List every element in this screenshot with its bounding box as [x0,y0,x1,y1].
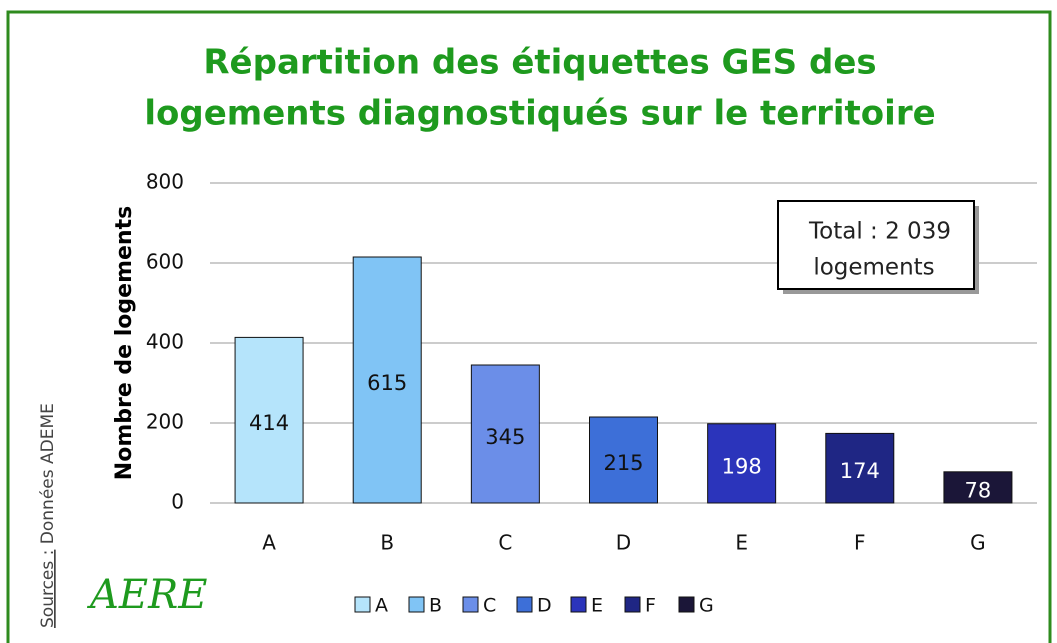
legend-swatch [624,596,641,613]
bar [707,423,777,504]
chart-title: Répartition des étiquettes GES des [203,43,876,83]
x-tick-label: A [262,531,276,555]
annotation-text: logements [813,255,934,281]
y-tick-label: 800 [146,170,184,194]
legend-label: A [375,595,388,617]
legend-swatch [570,596,587,613]
x-tick-label: G [970,531,986,555]
x-tick-label: F [854,531,866,555]
y-axis-label: Nombre de logements [112,206,137,480]
annotation: Total : 2 039 logements [777,200,979,294]
bar [589,416,658,504]
data-label: 215 [603,451,643,475]
x-tick-label: C [498,531,512,555]
legend-label: F [645,595,656,617]
data-label: 78 [965,478,992,502]
data-label: 174 [840,459,880,483]
bar [825,432,895,504]
legend-swatch [408,596,425,613]
source-label: Sources : [38,550,58,628]
legend-label: C [483,595,496,617]
y-tick-label: 400 [146,330,184,354]
x-tick-label: B [380,531,394,555]
y-tick-label: 600 [146,250,184,274]
annotation-box [777,200,975,290]
legend-label: D [537,595,552,617]
y-tick-label: 0 [171,490,184,514]
y-tick-label: 200 [146,410,184,434]
bar [943,471,1013,504]
frame [6,10,1052,643]
bar [352,256,422,504]
data-label: 414 [249,411,289,435]
legend-swatch [462,596,479,613]
data-label: 345 [485,425,525,449]
data-label: 198 [722,454,762,478]
legend-label: G [699,595,714,617]
data-label: 615 [367,371,407,395]
x-tick-label: E [735,531,748,555]
bar [470,364,540,504]
legend-swatch [678,596,695,613]
source: Sources : Données ADEME [38,403,58,628]
legend-swatch [516,596,533,613]
logo: AERE [86,572,207,618]
source-text: Données ADEME [38,403,58,544]
chart-title: logements diagnostiqués sur le territoir… [144,94,935,134]
bar [234,336,304,504]
legend-label: B [429,595,442,617]
x-tick-label: D [616,531,631,555]
legend-label: E [591,595,603,617]
legend-swatch [354,596,371,613]
annotation-text: Total : 2 039 [808,219,951,245]
